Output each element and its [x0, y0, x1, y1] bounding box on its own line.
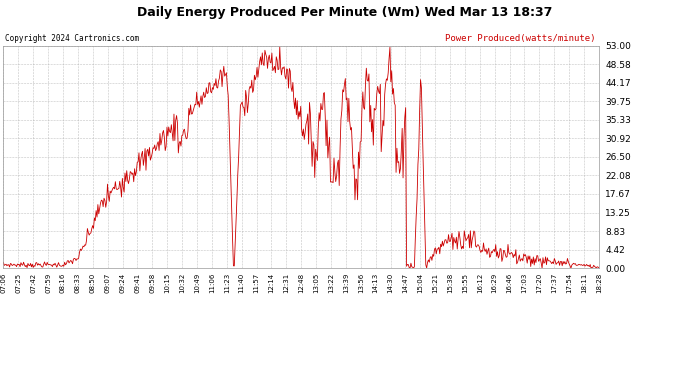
- Text: Copyright 2024 Cartronics.com: Copyright 2024 Cartronics.com: [5, 33, 139, 42]
- Text: Power Produced(watts/minute): Power Produced(watts/minute): [446, 33, 596, 42]
- Text: Daily Energy Produced Per Minute (Wm) Wed Mar 13 18:37: Daily Energy Produced Per Minute (Wm) We…: [137, 6, 553, 19]
